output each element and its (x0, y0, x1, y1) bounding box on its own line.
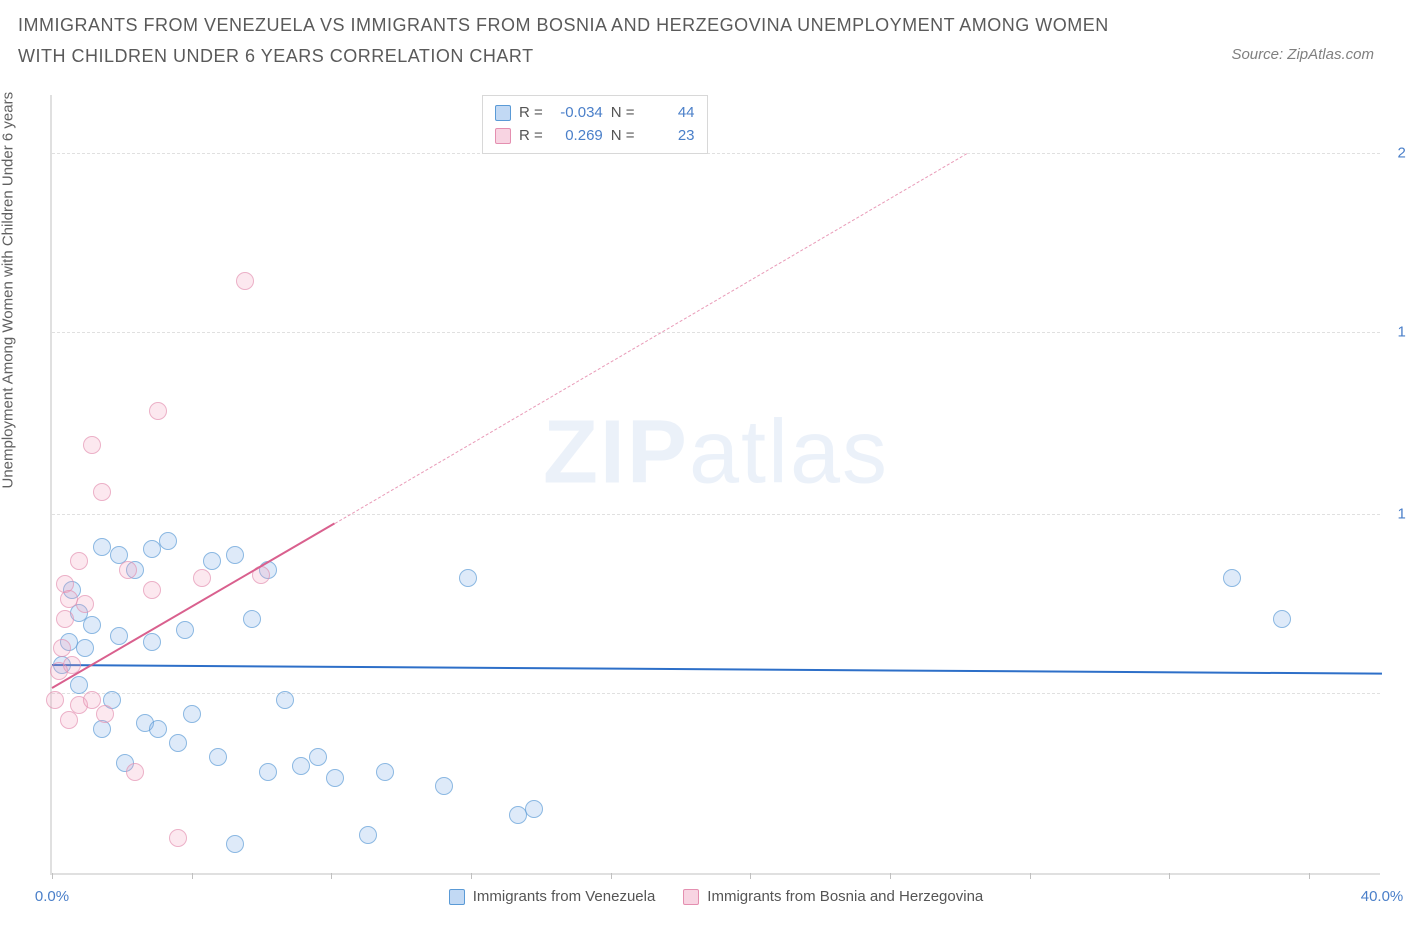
data-point (83, 616, 101, 634)
data-point (143, 581, 161, 599)
data-point (126, 763, 144, 781)
x-tick-mark (890, 873, 891, 879)
x-tick-mark (192, 873, 193, 879)
swatch-pink-icon (683, 889, 699, 905)
chart-header: IMMIGRANTS FROM VENEZUELA VS IMMIGRANTS … (18, 10, 1118, 71)
data-point (169, 829, 187, 847)
x-tick-mark (52, 873, 53, 879)
data-point (326, 769, 344, 787)
stats-row-venezuela: R = -0.034 N = 44 (495, 102, 695, 125)
data-point (53, 639, 71, 657)
swatch-blue-icon (449, 889, 465, 905)
stats-row-bosnia: R = 0.269 N = 23 (495, 125, 695, 148)
series-legend: Immigrants from Venezuela Immigrants fro… (52, 888, 1380, 905)
data-point (96, 705, 114, 723)
data-point (159, 532, 177, 550)
data-point (243, 610, 261, 628)
y-tick-label: 12.5% (1397, 505, 1406, 522)
data-point (119, 561, 137, 579)
data-point (93, 538, 111, 556)
data-point (459, 569, 477, 587)
n-label: N = (611, 125, 635, 148)
swatch-pink-icon (495, 128, 511, 144)
y-axis-label: Unemployment Among Women with Children U… (0, 92, 17, 489)
x-tick-mark (750, 873, 751, 879)
data-point (76, 595, 94, 613)
data-point (193, 569, 211, 587)
data-point (209, 748, 227, 766)
data-point (226, 546, 244, 564)
data-point (110, 627, 128, 645)
data-point (149, 402, 167, 420)
data-point (83, 691, 101, 709)
data-point (376, 763, 394, 781)
swatch-blue-icon (495, 105, 511, 121)
watermark: ZIPatlas (543, 401, 889, 504)
data-point (509, 806, 527, 824)
data-point (183, 705, 201, 723)
x-tick-mark (331, 873, 332, 879)
data-point (149, 720, 167, 738)
x-tick-mark (1309, 873, 1310, 879)
data-point (359, 826, 377, 844)
r-value-venezuela: -0.034 (551, 102, 603, 125)
data-point (56, 610, 74, 628)
trend-line (52, 664, 1382, 675)
legend-label-venezuela: Immigrants from Venezuela (473, 888, 656, 905)
legend-item-bosnia: Immigrants from Bosnia and Herzegovina (683, 888, 983, 905)
data-point (76, 639, 94, 657)
data-point (259, 763, 277, 781)
n-value-bosnia: 23 (643, 125, 695, 148)
r-label: R = (519, 102, 543, 125)
data-point (203, 552, 221, 570)
data-point (70, 552, 88, 570)
y-tick-label: 25.0% (1397, 144, 1406, 161)
r-label: R = (519, 125, 543, 148)
source-attribution: Source: ZipAtlas.com (1231, 46, 1374, 63)
data-point (143, 540, 161, 558)
watermark-bold: ZIP (543, 402, 689, 502)
data-point (1273, 610, 1291, 628)
x-tick-mark (1169, 873, 1170, 879)
x-tick-label: 40.0% (1361, 888, 1404, 905)
grid-line (52, 693, 1380, 694)
chart-title: IMMIGRANTS FROM VENEZUELA VS IMMIGRANTS … (18, 10, 1118, 71)
data-point (60, 590, 78, 608)
data-point (226, 835, 244, 853)
chart-plot-area: ZIPatlas R = -0.034 N = 44 R = 0.269 N =… (50, 95, 1380, 875)
data-point (1223, 569, 1241, 587)
data-point (292, 757, 310, 775)
data-point (46, 691, 64, 709)
grid-line (52, 153, 1380, 154)
x-tick-mark (1030, 873, 1031, 879)
watermark-thin: atlas (689, 402, 889, 502)
data-point (236, 272, 254, 290)
data-point (70, 676, 88, 694)
legend-label-bosnia: Immigrants from Bosnia and Herzegovina (707, 888, 983, 905)
trend-line (334, 153, 966, 524)
n-label: N = (611, 102, 635, 125)
data-point (83, 436, 101, 454)
data-point (276, 691, 294, 709)
x-tick-mark (471, 873, 472, 879)
stats-legend: R = -0.034 N = 44 R = 0.269 N = 23 (482, 95, 708, 154)
legend-item-venezuela: Immigrants from Venezuela (449, 888, 656, 905)
data-point (143, 633, 161, 651)
x-tick-mark (611, 873, 612, 879)
data-point (435, 777, 453, 795)
data-point (93, 483, 111, 501)
y-tick-label: 18.8% (1397, 323, 1406, 340)
r-value-bosnia: 0.269 (551, 125, 603, 148)
data-point (525, 800, 543, 818)
data-point (176, 621, 194, 639)
grid-line (52, 332, 1380, 333)
grid-line (52, 514, 1380, 515)
n-value-venezuela: 44 (643, 102, 695, 125)
x-tick-label: 0.0% (35, 888, 69, 905)
data-point (309, 748, 327, 766)
data-point (169, 734, 187, 752)
